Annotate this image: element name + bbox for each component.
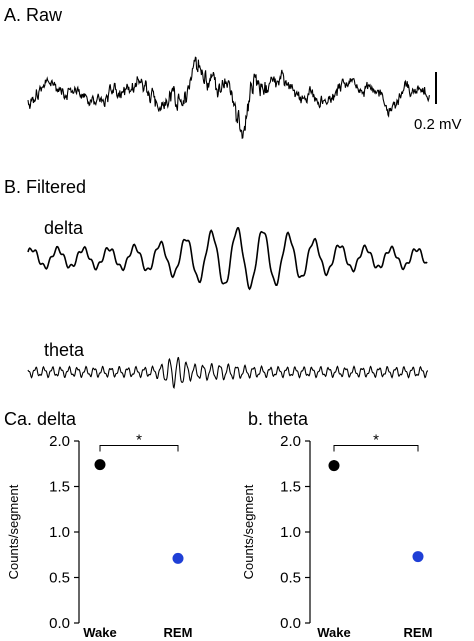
y-tick-label: 2.0 [280, 433, 301, 450]
data-point-rem [172, 552, 184, 564]
theta-filtered-trace [27, 356, 428, 390]
delta-filtered-trace [27, 227, 428, 291]
data-point-wake [94, 459, 106, 471]
y-axis-label: Counts/segment [6, 484, 21, 579]
y-tick-label: 1.0 [49, 524, 70, 541]
x-category-label: Wake [317, 625, 350, 640]
theta-counts-chart: 0.0 0.5 1.0 1.5 2.0 Counts/segment Wake REM * [241, 432, 432, 640]
y-tick-label: 1.5 [49, 479, 70, 496]
y-tick-label: 0.0 [280, 615, 301, 632]
significance-marker: * [136, 432, 142, 449]
y-tick-label: 0.5 [280, 570, 301, 587]
data-point-rem [412, 551, 424, 563]
y-tick-label: 0.0 [49, 615, 70, 632]
y-axis-label: Counts/segment [241, 484, 256, 579]
delta-trace-label: delta [44, 218, 84, 238]
data-point-wake [328, 460, 340, 472]
raw-eeg-trace [27, 56, 430, 140]
panel-label-raw: A. Raw [4, 5, 63, 25]
y-tick-label: 2.0 [49, 433, 70, 450]
scale-bar-label: 0.2 mV [414, 116, 462, 133]
panel-label-filtered: B. Filtered [4, 177, 86, 197]
y-tick-label: 0.5 [49, 570, 70, 587]
significance-marker: * [373, 432, 379, 449]
x-category-label: REM [404, 625, 433, 640]
y-tick-label: 1.0 [280, 524, 301, 541]
x-category-label: REM [164, 625, 193, 640]
significance-bracket [333, 445, 419, 452]
y-tick-label: 1.5 [280, 479, 301, 496]
theta-trace-label: theta [44, 340, 85, 360]
panel-label-theta-chart: b. theta [248, 409, 309, 429]
delta-counts-chart: 0.0 0.5 1.0 1.5 2.0 Counts/segment Wake REM * [6, 432, 192, 640]
x-category-label: Wake [83, 625, 116, 640]
panel-label-delta-chart: Ca. delta [4, 409, 77, 429]
significance-bracket [99, 445, 179, 452]
